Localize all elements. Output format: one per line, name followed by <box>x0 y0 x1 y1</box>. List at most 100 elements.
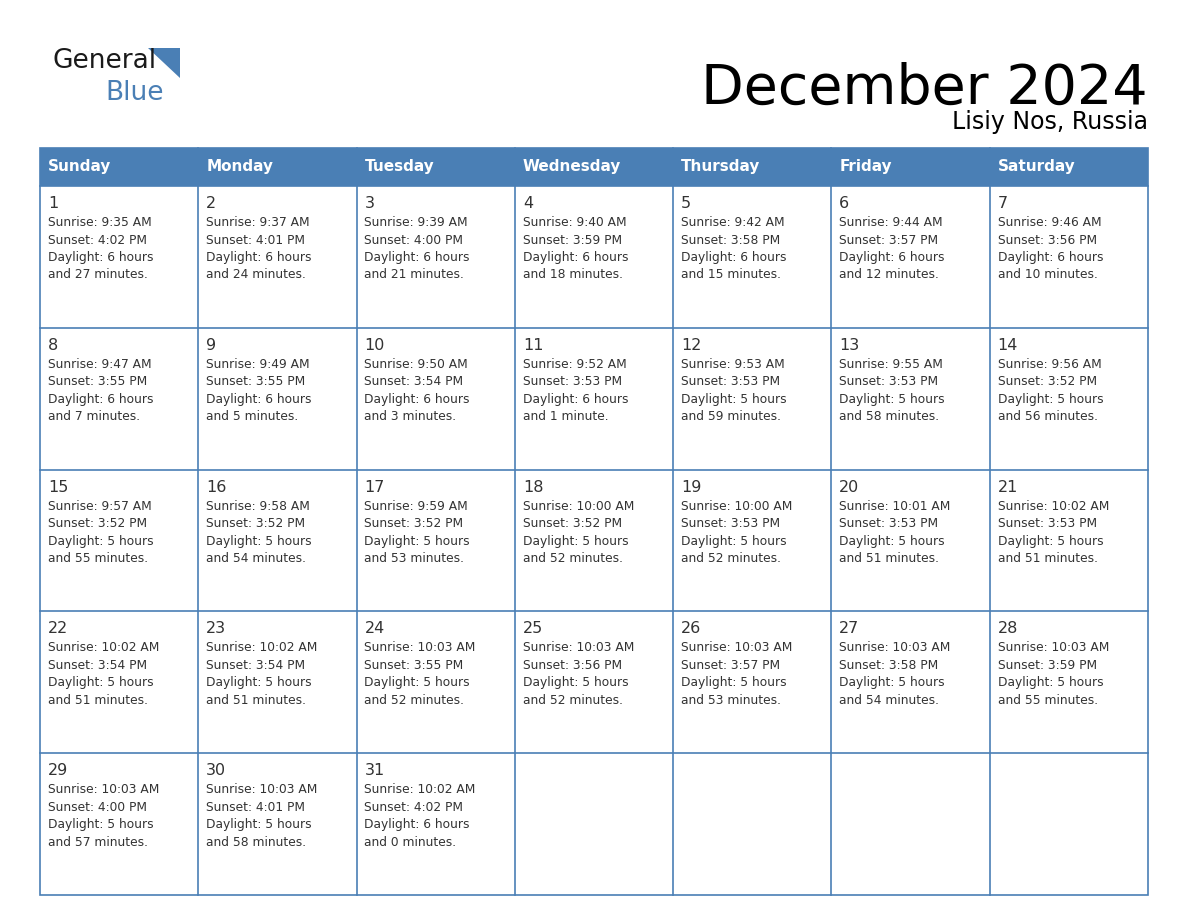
Text: Sunrise: 10:01 AM
Sunset: 3:53 PM
Daylight: 5 hours
and 51 minutes.: Sunrise: 10:01 AM Sunset: 3:53 PM Daylig… <box>840 499 950 565</box>
Text: 24: 24 <box>365 621 385 636</box>
Bar <box>514 148 674 186</box>
Text: 10: 10 <box>365 338 385 353</box>
Bar <box>674 470 832 611</box>
Text: 18: 18 <box>523 479 543 495</box>
Text: Sunrise: 10:02 AM
Sunset: 3:54 PM
Daylight: 5 hours
and 51 minutes.: Sunrise: 10:02 AM Sunset: 3:54 PM Daylig… <box>207 642 317 707</box>
Text: Sunrise: 9:40 AM
Sunset: 3:59 PM
Daylight: 6 hours
and 18 minutes.: Sunrise: 9:40 AM Sunset: 3:59 PM Dayligh… <box>523 216 628 282</box>
Text: 21: 21 <box>998 479 1018 495</box>
Text: 12: 12 <box>681 338 701 353</box>
Text: Sunrise: 9:56 AM
Sunset: 3:52 PM
Daylight: 5 hours
and 56 minutes.: Sunrise: 9:56 AM Sunset: 3:52 PM Dayligh… <box>998 358 1104 423</box>
Bar <box>990 328 1148 470</box>
Text: Sunrise: 10:03 AM
Sunset: 3:56 PM
Daylight: 5 hours
and 52 minutes.: Sunrise: 10:03 AM Sunset: 3:56 PM Daylig… <box>523 642 634 707</box>
Text: 30: 30 <box>207 763 227 778</box>
Text: 25: 25 <box>523 621 543 636</box>
Bar <box>832 611 990 753</box>
Text: 16: 16 <box>207 479 227 495</box>
Text: 27: 27 <box>840 621 860 636</box>
Text: 6: 6 <box>840 196 849 211</box>
Text: 22: 22 <box>48 621 68 636</box>
Bar <box>514 470 674 611</box>
Bar <box>40 470 198 611</box>
Bar <box>832 328 990 470</box>
Bar <box>514 611 674 753</box>
Text: 2: 2 <box>207 196 216 211</box>
Text: Saturday: Saturday <box>998 160 1075 174</box>
Bar <box>514 753 674 895</box>
Bar <box>356 148 514 186</box>
Text: Wednesday: Wednesday <box>523 160 621 174</box>
Text: Sunrise: 10:03 AM
Sunset: 3:55 PM
Daylight: 5 hours
and 52 minutes.: Sunrise: 10:03 AM Sunset: 3:55 PM Daylig… <box>365 642 476 707</box>
Text: Sunrise: 10:03 AM
Sunset: 4:00 PM
Daylight: 5 hours
and 57 minutes.: Sunrise: 10:03 AM Sunset: 4:00 PM Daylig… <box>48 783 159 849</box>
Text: 29: 29 <box>48 763 68 778</box>
Text: Sunrise: 9:50 AM
Sunset: 3:54 PM
Daylight: 6 hours
and 3 minutes.: Sunrise: 9:50 AM Sunset: 3:54 PM Dayligh… <box>365 358 470 423</box>
Bar <box>40 186 198 328</box>
Bar <box>514 186 674 328</box>
Text: 1: 1 <box>48 196 58 211</box>
Text: Sunrise: 10:03 AM
Sunset: 3:59 PM
Daylight: 5 hours
and 55 minutes.: Sunrise: 10:03 AM Sunset: 3:59 PM Daylig… <box>998 642 1110 707</box>
Bar <box>990 753 1148 895</box>
Text: Sunrise: 9:42 AM
Sunset: 3:58 PM
Daylight: 6 hours
and 15 minutes.: Sunrise: 9:42 AM Sunset: 3:58 PM Dayligh… <box>681 216 786 282</box>
Bar <box>356 753 514 895</box>
Text: Sunrise: 9:53 AM
Sunset: 3:53 PM
Daylight: 5 hours
and 59 minutes.: Sunrise: 9:53 AM Sunset: 3:53 PM Dayligh… <box>681 358 786 423</box>
Text: Sunrise: 10:02 AM
Sunset: 4:02 PM
Daylight: 6 hours
and 0 minutes.: Sunrise: 10:02 AM Sunset: 4:02 PM Daylig… <box>365 783 476 849</box>
Text: 5: 5 <box>681 196 691 211</box>
Text: 3: 3 <box>365 196 374 211</box>
Text: Sunrise: 10:00 AM
Sunset: 3:52 PM
Daylight: 5 hours
and 52 minutes.: Sunrise: 10:00 AM Sunset: 3:52 PM Daylig… <box>523 499 634 565</box>
Text: 4: 4 <box>523 196 533 211</box>
Text: Friday: Friday <box>840 160 892 174</box>
Text: 23: 23 <box>207 621 227 636</box>
Text: Sunrise: 9:59 AM
Sunset: 3:52 PM
Daylight: 5 hours
and 53 minutes.: Sunrise: 9:59 AM Sunset: 3:52 PM Dayligh… <box>365 499 470 565</box>
Text: Monday: Monday <box>207 160 273 174</box>
Bar <box>40 328 198 470</box>
Text: Sunrise: 9:35 AM
Sunset: 4:02 PM
Daylight: 6 hours
and 27 minutes.: Sunrise: 9:35 AM Sunset: 4:02 PM Dayligh… <box>48 216 153 282</box>
Text: General: General <box>52 48 156 74</box>
Text: Sunrise: 10:03 AM
Sunset: 3:58 PM
Daylight: 5 hours
and 54 minutes.: Sunrise: 10:03 AM Sunset: 3:58 PM Daylig… <box>840 642 950 707</box>
Bar <box>40 148 198 186</box>
Bar <box>40 611 198 753</box>
Bar <box>198 753 356 895</box>
Text: Tuesday: Tuesday <box>365 160 435 174</box>
Bar <box>832 753 990 895</box>
Text: Lisiy Nos, Russia: Lisiy Nos, Russia <box>952 110 1148 134</box>
Bar <box>198 470 356 611</box>
Text: Sunday: Sunday <box>48 160 112 174</box>
Text: 20: 20 <box>840 479 860 495</box>
Bar <box>514 328 674 470</box>
Bar <box>356 611 514 753</box>
Bar <box>356 470 514 611</box>
Text: Sunrise: 9:39 AM
Sunset: 4:00 PM
Daylight: 6 hours
and 21 minutes.: Sunrise: 9:39 AM Sunset: 4:00 PM Dayligh… <box>365 216 470 282</box>
Bar <box>356 328 514 470</box>
Text: Sunrise: 10:03 AM
Sunset: 3:57 PM
Daylight: 5 hours
and 53 minutes.: Sunrise: 10:03 AM Sunset: 3:57 PM Daylig… <box>681 642 792 707</box>
Bar <box>40 148 1148 895</box>
Text: 14: 14 <box>998 338 1018 353</box>
Text: Thursday: Thursday <box>681 160 760 174</box>
Text: Blue: Blue <box>105 80 164 106</box>
Text: 26: 26 <box>681 621 701 636</box>
Bar <box>198 186 356 328</box>
Text: Sunrise: 9:52 AM
Sunset: 3:53 PM
Daylight: 6 hours
and 1 minute.: Sunrise: 9:52 AM Sunset: 3:53 PM Dayligh… <box>523 358 628 423</box>
Text: 19: 19 <box>681 479 701 495</box>
Bar <box>198 148 356 186</box>
Bar <box>832 470 990 611</box>
Bar <box>198 328 356 470</box>
Text: Sunrise: 10:02 AM
Sunset: 3:53 PM
Daylight: 5 hours
and 51 minutes.: Sunrise: 10:02 AM Sunset: 3:53 PM Daylig… <box>998 499 1110 565</box>
Text: 15: 15 <box>48 479 68 495</box>
Text: Sunrise: 9:49 AM
Sunset: 3:55 PM
Daylight: 6 hours
and 5 minutes.: Sunrise: 9:49 AM Sunset: 3:55 PM Dayligh… <box>207 358 311 423</box>
Bar <box>674 753 832 895</box>
Text: December 2024: December 2024 <box>701 62 1148 116</box>
Polygon shape <box>148 48 181 78</box>
Text: Sunrise: 10:00 AM
Sunset: 3:53 PM
Daylight: 5 hours
and 52 minutes.: Sunrise: 10:00 AM Sunset: 3:53 PM Daylig… <box>681 499 792 565</box>
Text: 8: 8 <box>48 338 58 353</box>
Text: 9: 9 <box>207 338 216 353</box>
Bar <box>674 148 832 186</box>
Text: Sunrise: 9:46 AM
Sunset: 3:56 PM
Daylight: 6 hours
and 10 minutes.: Sunrise: 9:46 AM Sunset: 3:56 PM Dayligh… <box>998 216 1104 282</box>
Bar <box>990 470 1148 611</box>
Text: 28: 28 <box>998 621 1018 636</box>
Text: Sunrise: 9:57 AM
Sunset: 3:52 PM
Daylight: 5 hours
and 55 minutes.: Sunrise: 9:57 AM Sunset: 3:52 PM Dayligh… <box>48 499 153 565</box>
Bar <box>990 148 1148 186</box>
Bar <box>674 611 832 753</box>
Text: 31: 31 <box>365 763 385 778</box>
Bar <box>674 328 832 470</box>
Text: Sunrise: 9:58 AM
Sunset: 3:52 PM
Daylight: 5 hours
and 54 minutes.: Sunrise: 9:58 AM Sunset: 3:52 PM Dayligh… <box>207 499 311 565</box>
Text: Sunrise: 9:55 AM
Sunset: 3:53 PM
Daylight: 5 hours
and 58 minutes.: Sunrise: 9:55 AM Sunset: 3:53 PM Dayligh… <box>840 358 944 423</box>
